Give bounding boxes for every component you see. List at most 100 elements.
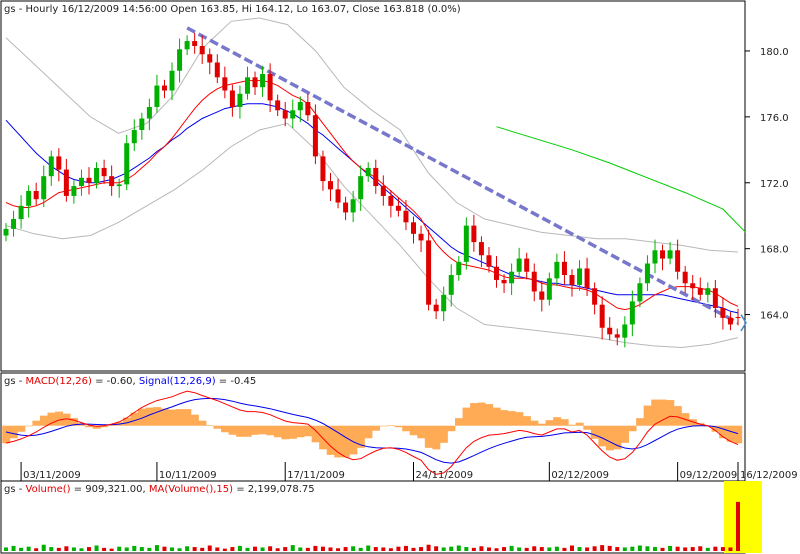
candle-body	[207, 54, 213, 63]
candle-body	[335, 189, 341, 203]
macd-histogram-bar	[55, 411, 63, 426]
volume-bar	[509, 545, 514, 551]
macd-histogram-bar	[379, 425, 388, 427]
volume-bar	[298, 547, 303, 551]
candle-body	[584, 268, 590, 289]
volume-bar	[64, 546, 69, 551]
volume-bar	[4, 547, 8, 551]
candle-body	[48, 156, 54, 177]
candle-body	[380, 186, 386, 196]
macd-histogram-bar	[198, 420, 207, 426]
macd-histogram-bar	[205, 425, 214, 426]
macd-histogram-bar	[62, 413, 71, 426]
volume-bar	[479, 546, 484, 551]
volume-bar	[675, 546, 680, 551]
candle-body	[727, 317, 733, 325]
price-header: gs - Hourly 16/12/2009 14:56:00 Open 163…	[4, 4, 461, 15]
macd-histogram-bar	[168, 409, 177, 426]
candle-body	[592, 288, 598, 305]
candle-body	[237, 93, 243, 107]
macd-histogram-bar	[530, 420, 539, 426]
candle-body	[282, 110, 288, 119]
macd-histogram-bar	[590, 425, 599, 439]
candle-body	[599, 304, 605, 328]
x-tick-label: 03/11/2009	[23, 470, 81, 481]
macd-histogram-bar	[145, 407, 154, 426]
candle-body	[327, 181, 333, 190]
volume-bar	[71, 547, 76, 551]
candle-body	[426, 240, 432, 305]
volume-bar	[373, 547, 378, 551]
macd-histogram-bar	[575, 422, 584, 426]
volume-bar	[728, 547, 733, 551]
volume-bar	[419, 547, 424, 551]
candle-body	[33, 191, 39, 200]
volume-bar	[102, 547, 107, 551]
volume-bar	[645, 546, 650, 551]
volume-bar	[713, 546, 718, 551]
macd-histogram-bar	[311, 425, 320, 443]
candle-body	[343, 202, 349, 213]
volume-bar	[547, 547, 552, 551]
volume-bar	[637, 545, 642, 551]
volume-bar	[94, 545, 99, 551]
macd-histogram-bar	[130, 412, 139, 426]
candle-body	[116, 184, 122, 187]
volume-bar	[705, 547, 710, 551]
candle-body	[252, 77, 258, 88]
volume-bar	[343, 547, 348, 551]
macd-histogram-bar	[387, 425, 396, 426]
candle-body	[524, 258, 530, 272]
macd-histogram-bar	[273, 425, 282, 438]
macd-histogram-bar	[734, 425, 743, 444]
volume-highlight-box	[724, 481, 762, 553]
macd-histogram-bar	[266, 425, 275, 436]
candle-body	[229, 90, 235, 107]
candle-body	[320, 156, 326, 182]
macd-histogram-bar	[100, 425, 109, 428]
volume-bar	[607, 545, 612, 551]
volume-bar	[313, 545, 318, 551]
macd-histogram-bar	[424, 425, 433, 448]
macd-histogram-bar	[17, 425, 26, 432]
candle-body	[177, 49, 183, 71]
volume-bar	[56, 547, 61, 551]
macd-histogram-bar	[190, 414, 199, 426]
candle-body	[682, 271, 688, 284]
macd-histogram-bar	[507, 411, 516, 426]
macd-histogram-bar	[251, 425, 260, 435]
candle-body	[720, 307, 726, 318]
volume-bar	[403, 545, 408, 551]
volume-bar	[471, 547, 476, 551]
macd-histogram-bar	[553, 417, 562, 426]
macd-histogram-bar	[213, 425, 222, 429]
candle-body	[101, 167, 107, 177]
candle-body	[18, 205, 24, 220]
volume-bar	[26, 546, 31, 551]
candle-body	[358, 176, 364, 200]
volume-bar	[690, 547, 695, 551]
macd-histogram-bar	[432, 425, 441, 450]
volume-bar	[192, 547, 197, 551]
candle-body	[290, 110, 296, 119]
macd-histogram-bar	[92, 425, 101, 429]
candle-body	[531, 271, 537, 292]
candle-body	[244, 77, 250, 94]
volume-bar	[698, 546, 703, 551]
candle-body	[131, 130, 137, 144]
candle-body	[569, 275, 575, 285]
macd-histogram-bar	[183, 409, 192, 426]
macd-histogram-bar	[462, 407, 471, 426]
macd-histogram-bar	[85, 425, 94, 428]
macd-histogram-bar	[32, 420, 41, 426]
macd-histogram-bar	[24, 425, 33, 427]
macd-histogram-bar	[304, 425, 313, 437]
candle-body	[478, 242, 484, 256]
macd-histogram-bar	[364, 425, 373, 439]
macd-histogram-bar	[236, 425, 245, 437]
macd-histogram-bar	[2, 425, 11, 444]
candle-body	[169, 70, 175, 91]
macd-histogram-bar	[515, 412, 524, 426]
candle-body	[365, 167, 371, 177]
volume-bar	[124, 547, 129, 551]
